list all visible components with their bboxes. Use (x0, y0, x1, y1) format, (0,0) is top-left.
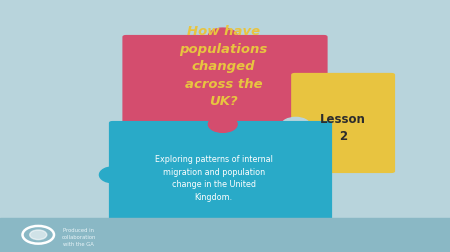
Circle shape (99, 167, 128, 183)
Circle shape (310, 118, 338, 134)
FancyBboxPatch shape (291, 74, 395, 173)
Text: Produced in
collaboration
with the GA: Produced in collaboration with the GA (62, 227, 96, 246)
Ellipse shape (30, 230, 47, 240)
Text: Exploring patterns of internal
migration and population
change in the United
Kin: Exploring patterns of internal migration… (155, 154, 273, 201)
Circle shape (208, 29, 237, 45)
Text: How have
populations
changed
across the
UK?: How have populations changed across the … (180, 25, 268, 108)
Text: Lesson
2: Lesson 2 (320, 112, 366, 142)
Circle shape (208, 117, 237, 133)
Circle shape (281, 118, 310, 134)
FancyBboxPatch shape (122, 36, 328, 191)
FancyBboxPatch shape (109, 121, 332, 221)
Bar (0, 218, 450, 252)
